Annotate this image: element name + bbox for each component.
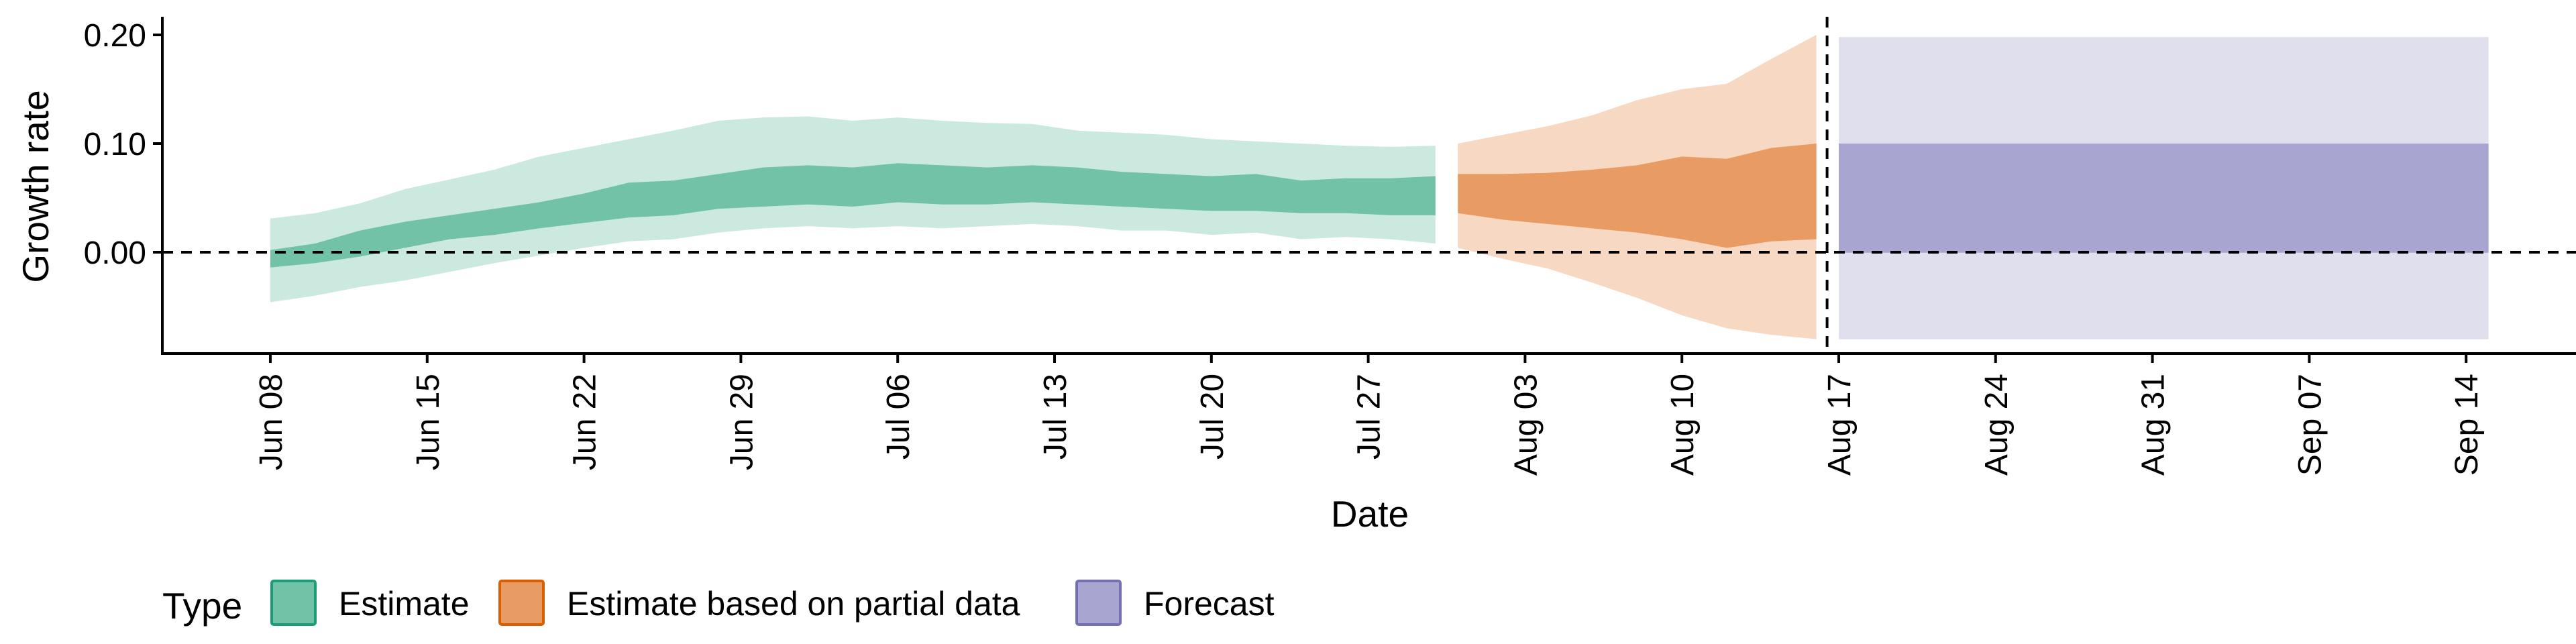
reference-lines [162,17,2576,354]
x-tick-label: Jul 27 [1352,374,1387,460]
legend-label: Estimate [339,585,470,623]
legend-swatch [498,580,545,626]
y-tick-label: 0.20 [84,18,146,54]
x-tick-label: Aug 03 [1508,374,1544,476]
y-tick-label: 0.10 [84,127,146,162]
x-tick-label: Jul 06 [881,374,916,460]
x-tick-label: Aug 31 [2136,374,2171,476]
legend-items: Estimate Estimate based on partial data Fo… [270,580,1275,626]
x-tick-label: Aug 24 [1979,374,2015,476]
y-tick-label: 0.00 [84,235,146,271]
legend-label: Estimate based on partial data [567,585,1020,623]
x-tick-label: Aug 10 [1665,374,1701,476]
x-axis-title: Date [1331,493,1409,535]
series-estimate-based-on-partial-data [1458,35,1817,339]
x-tick-label: Sep 07 [2292,374,2328,476]
x-tick-label: Jun 15 [411,374,446,470]
legend-swatch [270,580,317,626]
legend: Type Estimate Estimate based on partial d… [162,580,1275,627]
legend-item-forecast: Forecast [1075,580,1275,626]
x-tick-label: Jul 13 [1038,374,1073,460]
y-axis-title: Growth rate [15,90,56,282]
legend-label: Forecast [1144,585,1275,623]
x-tick-label: Aug 17 [1822,374,1858,476]
tick-labels: 0.00 0.10 0.20 Jun 08 Jun 15 Jun 22 Jun 29 Jul … [84,18,2485,476]
x-tick-label: Sep 14 [2449,374,2485,476]
legend-item-estimate-based-on-partial-data: Estimate based on partial data [498,580,1020,626]
x-tick-label: Jul 20 [1195,374,1230,460]
series-forecast [1839,37,2489,339]
series-estimate [270,116,1436,303]
x-tick-label: Jun 29 [724,374,759,470]
band-90-estimate [270,116,1436,303]
x-tick-label: Jun 08 [254,374,289,470]
legend-title: Type [162,585,242,627]
legend-item-estimate: Estimate [270,580,470,626]
x-tick-label: Jun 22 [568,374,603,470]
band-50-estimate-based-on-partial-data [1458,144,1817,248]
band-50-estimate [270,163,1436,268]
legend-swatch [1075,580,1122,626]
bands-layer [270,35,2489,339]
band-50-forecast [1839,144,2489,253]
